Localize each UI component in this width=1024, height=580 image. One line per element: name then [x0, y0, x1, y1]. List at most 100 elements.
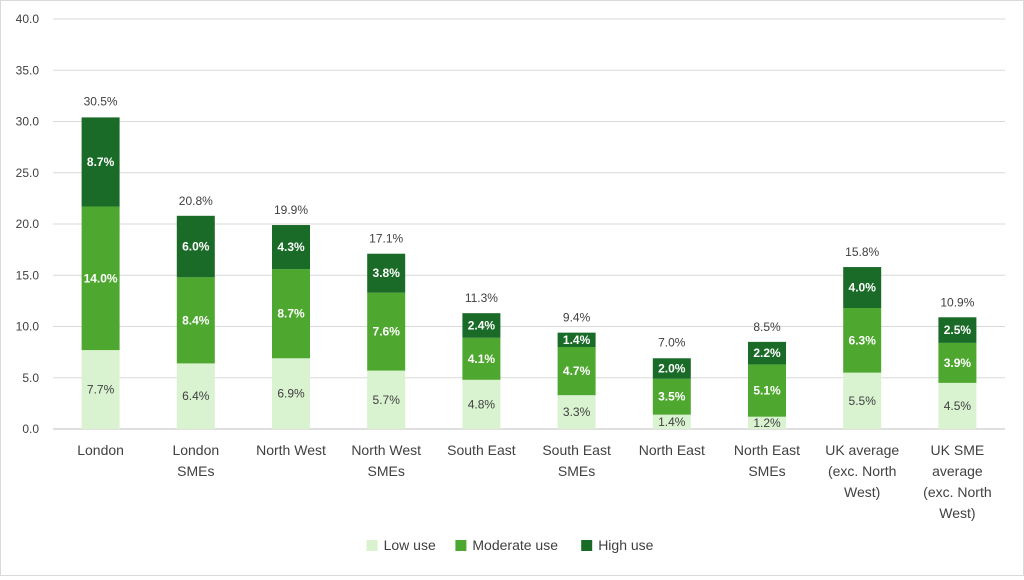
legend-label: High use	[598, 537, 653, 553]
y-tick-label: 30.0	[16, 115, 40, 129]
x-tick-label: UK SME average (exc. North West)	[923, 442, 991, 521]
y-tick-label: 40.0	[16, 12, 40, 26]
bar-segment-high-use	[367, 253, 406, 293]
legend-swatch	[581, 540, 593, 551]
bar-segment-low-use	[748, 416, 786, 429]
bar-segment-moderate-use	[557, 347, 596, 396]
segment-value-label: 6.3%	[849, 333, 877, 347]
bar-segment-high-use	[272, 225, 310, 270]
x-tick-label: UK average (exc. North West)	[825, 442, 899, 500]
bar-segment-low-use	[81, 350, 120, 429]
y-tick-label: 35.0	[16, 63, 40, 77]
segment-value-label: 6.4%	[182, 389, 210, 403]
segment-value-label: 2.5%	[944, 323, 972, 337]
bar-segment-moderate-use	[843, 308, 882, 373]
bar-segment-high-use	[557, 332, 596, 347]
segment-value-label: 1.4%	[563, 333, 591, 347]
segment-value-label: 4.3%	[277, 240, 305, 254]
x-tick-label: North East SMEs	[734, 442, 800, 479]
bar-segment-moderate-use	[367, 292, 406, 371]
segment-value-label: 14.0%	[84, 271, 118, 285]
segment-value-label: 3.9%	[944, 356, 972, 370]
bar-segment-high-use	[843, 267, 882, 309]
bar-segment-low-use	[557, 395, 596, 429]
bar-segment-low-use	[652, 414, 691, 429]
total-value-label: 17.1%	[369, 232, 403, 246]
total-value-label: 11.3%	[465, 291, 498, 305]
segment-value-label: 2.4%	[468, 318, 496, 332]
bar-segment-low-use	[367, 370, 406, 429]
legend-swatch	[455, 540, 467, 551]
bar-segment-high-use	[176, 215, 215, 278]
total-value-label: 15.8%	[845, 245, 879, 259]
legend-swatch	[366, 540, 378, 551]
legend: Low use Moderate use High use	[366, 537, 654, 553]
x-tick-label: North West	[256, 442, 326, 458]
bar-segment-low-use	[462, 379, 501, 429]
bar-segment-low-use	[176, 363, 215, 429]
segment-value-label: 1.2%	[753, 416, 781, 430]
segment-value-label: 8.7%	[277, 307, 305, 321]
y-tick-label: 20.0	[16, 217, 40, 231]
segment-value-label: 8.7%	[87, 155, 115, 169]
y-axis-ticks: 0.0 5.0 10.0 15.0 20.0 25.0 30.0 35.0 40.0	[16, 12, 40, 436]
legend-label: Low use	[384, 537, 436, 553]
bar-segment-moderate-use	[462, 337, 501, 380]
bar-segment-high-use	[938, 317, 977, 343]
x-tick-label: South East	[447, 442, 516, 458]
y-tick-label: 10.0	[16, 320, 40, 334]
segment-value-label: 6.9%	[277, 387, 305, 401]
total-value-label: 20.8%	[179, 194, 213, 208]
bar-segment-high-use	[748, 341, 786, 365]
x-tick-label: North West SMEs	[351, 442, 421, 479]
legend-label: Moderate use	[472, 537, 558, 553]
y-tick-label: 0.0	[22, 422, 39, 436]
x-tick-label: North East	[639, 442, 705, 458]
total-value-label: 19.9%	[274, 203, 308, 217]
segment-value-label: 6.0%	[182, 240, 210, 254]
segment-value-label: 2.2%	[753, 346, 781, 360]
x-tick-label: London	[77, 442, 124, 458]
total-value-label: 8.5%	[753, 320, 781, 334]
segment-value-label: 3.3%	[563, 405, 591, 419]
segment-value-label: 7.6%	[373, 325, 401, 339]
bars	[81, 117, 977, 429]
total-value-label: 30.5%	[84, 94, 118, 108]
segment-value-label: 7.7%	[87, 383, 115, 397]
segment-value-label: 3.5%	[658, 390, 686, 404]
bar-segment-moderate-use	[938, 342, 977, 383]
bar-segment-moderate-use	[748, 364, 786, 417]
bar-segment-high-use	[81, 117, 120, 207]
bar-segment-low-use	[938, 382, 977, 429]
bar-segment-high-use	[652, 358, 691, 379]
segment-value-label: 4.5%	[944, 399, 972, 413]
bar-segment-low-use	[843, 372, 882, 429]
total-value-label: 10.9%	[940, 295, 974, 309]
x-tick-label: South East SMEs	[542, 442, 611, 479]
segment-value-label: 4.8%	[468, 397, 496, 411]
segment-value-label: 8.4%	[182, 313, 210, 327]
x-tick-label: London SMEs	[172, 442, 219, 479]
total-value-label: 9.4%	[563, 311, 591, 325]
bar-segment-moderate-use	[176, 277, 215, 364]
segment-value-label: 5.5%	[849, 394, 877, 408]
segment-value-label: 1.4%	[658, 415, 686, 429]
segment-value-label: 3.8%	[373, 266, 401, 280]
segment-value-label: 4.7%	[563, 364, 591, 378]
y-tick-label: 25.0	[16, 166, 40, 180]
x-axis-ticks: London London SMEs North West North West SMEs…	[77, 442, 991, 521]
segment-value-label: 5.1%	[753, 384, 781, 398]
bar-segment-low-use	[272, 358, 310, 429]
total-value-label: 7.0%	[658, 335, 686, 349]
data-labels: 7.7% 14.0% 8.7% 30.5% 6.4% 8.4% 6.0% 20.8% 6.9% 8…	[84, 94, 975, 429]
bar-segment-moderate-use	[272, 269, 310, 359]
bar-segment-high-use	[462, 313, 501, 338]
bar-segment-moderate-use	[81, 206, 120, 351]
segment-value-label: 4.1%	[468, 352, 496, 366]
y-tick-label: 15.0	[16, 268, 40, 282]
segment-value-label: 4.0%	[849, 281, 877, 295]
bar-segment-moderate-use	[652, 378, 691, 415]
y-tick-label: 5.0	[22, 371, 39, 385]
